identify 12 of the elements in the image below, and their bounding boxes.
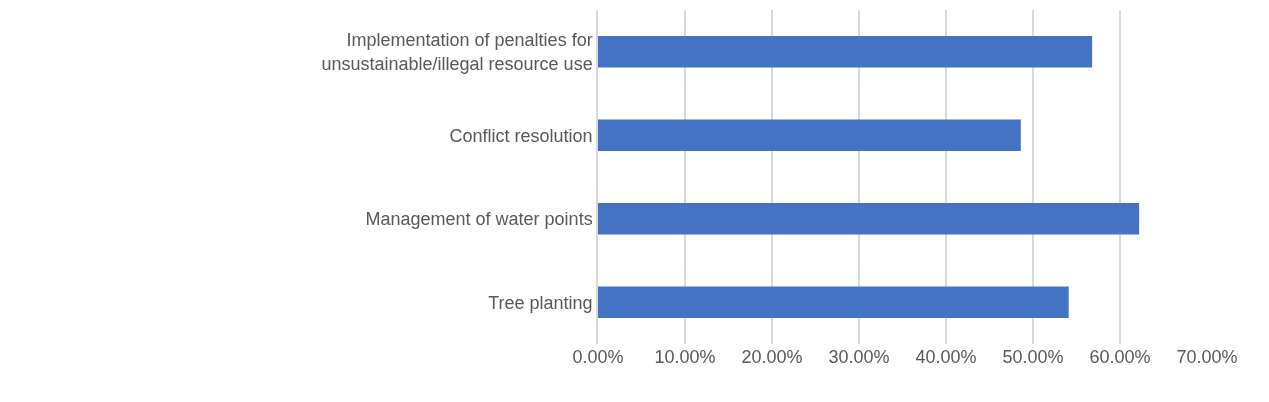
x-tick-label: 70.00% (1176, 347, 1238, 367)
x-tick-label: 0.00% (572, 347, 624, 367)
y-tick-label: Tree planting (488, 292, 593, 313)
x-tick-label: 10.00% (654, 347, 716, 367)
x-tick-label: 50.00% (1002, 347, 1064, 367)
y-tick-label: Management of water points (365, 209, 593, 230)
x-tick-label: 40.00% (915, 347, 977, 367)
y-tick-label: Conflict resolution (449, 125, 593, 146)
y-tick-label: Implementation of penalties for unsustainable/illegal resource use (321, 30, 593, 74)
x-tick-label: 20.00% (741, 347, 803, 367)
x-tick-label: 30.00% (828, 347, 890, 367)
x-tick-label: 60.00% (1089, 347, 1151, 367)
